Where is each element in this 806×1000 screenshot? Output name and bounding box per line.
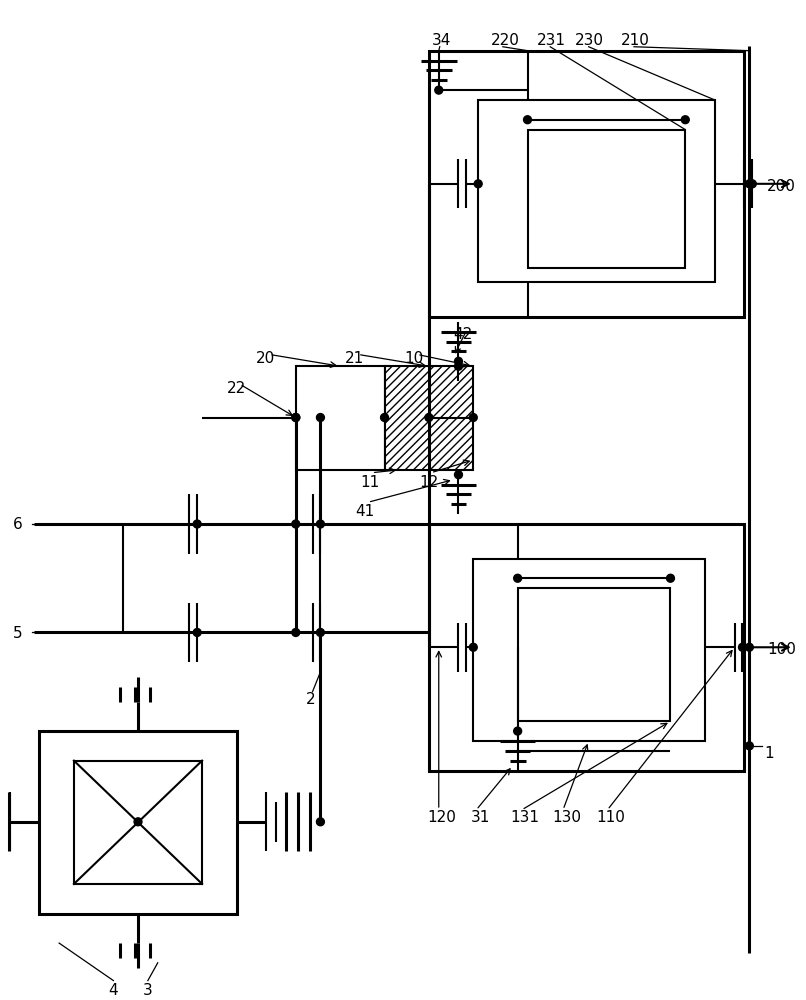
Text: 20: 20: [256, 351, 276, 366]
Text: 11: 11: [359, 475, 379, 490]
Circle shape: [469, 643, 477, 651]
Bar: [39, 731, 237, 914]
Text: 34: 34: [432, 33, 451, 48]
Circle shape: [317, 520, 324, 528]
Bar: [296, 366, 384, 470]
Bar: [429, 524, 745, 771]
Bar: [473, 559, 705, 741]
Bar: [429, 51, 745, 317]
Text: 22: 22: [226, 381, 246, 396]
Circle shape: [474, 180, 482, 188]
Circle shape: [292, 414, 300, 421]
Text: 21: 21: [345, 351, 364, 366]
Circle shape: [317, 414, 324, 421]
Circle shape: [667, 574, 675, 582]
Bar: [527, 130, 685, 268]
Text: 200: 200: [767, 179, 796, 194]
Circle shape: [738, 643, 746, 651]
Circle shape: [681, 116, 689, 124]
Bar: [517, 588, 671, 721]
Circle shape: [317, 818, 324, 826]
Circle shape: [193, 629, 202, 636]
Text: 12: 12: [419, 475, 438, 490]
Text: 2: 2: [305, 692, 315, 707]
Circle shape: [746, 643, 754, 651]
Circle shape: [292, 629, 300, 636]
Text: 42: 42: [454, 327, 473, 342]
Text: 210: 210: [621, 33, 650, 48]
Text: 100: 100: [767, 642, 796, 657]
Circle shape: [749, 180, 756, 188]
Text: 230: 230: [575, 33, 604, 48]
Bar: [384, 366, 473, 470]
Bar: [74, 761, 202, 884]
Circle shape: [469, 414, 477, 421]
Circle shape: [513, 727, 521, 735]
Text: 31: 31: [472, 810, 491, 825]
Circle shape: [455, 362, 463, 370]
Text: 4: 4: [109, 983, 118, 998]
Circle shape: [455, 357, 463, 365]
Text: 231: 231: [538, 33, 567, 48]
Circle shape: [746, 180, 754, 188]
Text: 110: 110: [596, 810, 625, 825]
Circle shape: [425, 414, 433, 421]
Text: 6: 6: [13, 517, 23, 532]
Circle shape: [292, 414, 300, 421]
Circle shape: [434, 86, 442, 94]
Circle shape: [524, 116, 531, 124]
Text: 131: 131: [511, 810, 540, 825]
Circle shape: [746, 742, 754, 750]
Circle shape: [513, 574, 521, 582]
Bar: [478, 100, 715, 282]
Text: 41: 41: [355, 504, 374, 519]
Circle shape: [193, 520, 202, 528]
Circle shape: [292, 520, 300, 528]
Text: 5: 5: [13, 626, 23, 641]
Text: 220: 220: [491, 33, 520, 48]
Text: 10: 10: [405, 351, 423, 366]
Text: 120: 120: [427, 810, 456, 825]
Circle shape: [317, 629, 324, 636]
Circle shape: [455, 471, 463, 479]
Circle shape: [380, 414, 388, 421]
Circle shape: [134, 818, 142, 826]
Text: 130: 130: [552, 810, 581, 825]
Text: 3: 3: [143, 983, 152, 998]
Text: 1: 1: [764, 746, 774, 761]
